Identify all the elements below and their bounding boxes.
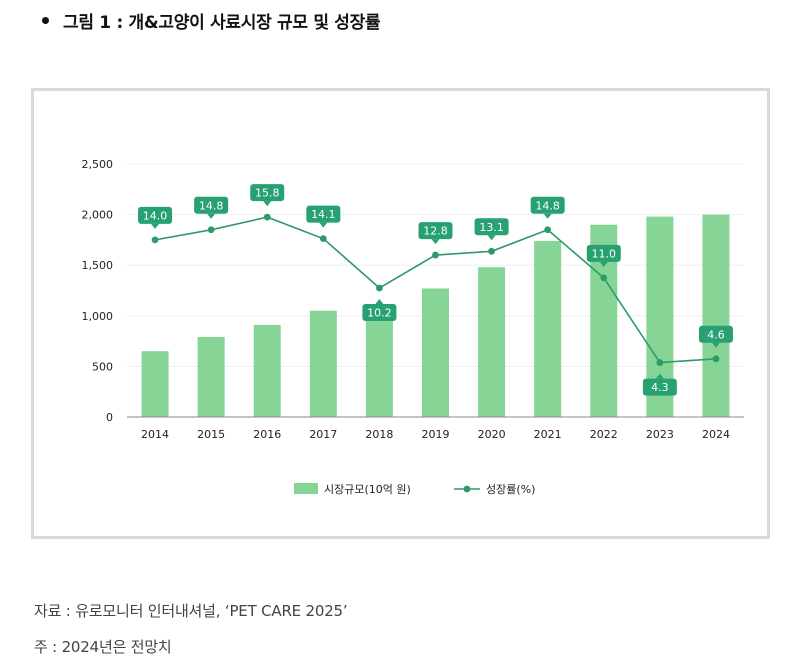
legend-line-marker <box>463 485 471 493</box>
growth-point <box>151 236 159 244</box>
x-tick-label: 2017 <box>309 428 337 441</box>
bar <box>422 288 449 417</box>
legend-label: 성장률(%) <box>486 483 535 496</box>
data-label-badge <box>194 196 229 214</box>
legend-label: 시장규모(10억 원) <box>324 483 411 496</box>
x-tick-label: 2021 <box>534 428 562 441</box>
data-label-pointer <box>487 235 496 241</box>
source-note: 자료 : 유로모니터 인터내셔널, ‘PET CARE 2025’ <box>34 602 348 620</box>
y-tick-label: 2,000 <box>82 209 114 222</box>
x-tick-label: 2023 <box>646 428 674 441</box>
data-label-badge <box>474 218 509 236</box>
growth-point <box>376 284 383 292</box>
y-tick-label: 1,000 <box>82 310 114 323</box>
bar <box>309 310 337 417</box>
data-label: 12.8 <box>423 225 448 238</box>
growth-point <box>544 226 552 234</box>
x-tick-label: 2019 <box>422 428 450 441</box>
growth-point <box>600 274 608 282</box>
x-tick-label: 2015 <box>197 428 225 441</box>
bullet-icon <box>42 16 49 24</box>
y-tick-label: 1,500 <box>82 259 114 272</box>
data-label-pointer <box>543 213 552 219</box>
bar <box>253 324 281 417</box>
bar <box>478 267 506 417</box>
data-label: 10.2 <box>367 306 392 319</box>
data-label-pointer <box>655 373 664 379</box>
data-label: 4.6 <box>707 328 725 341</box>
bar <box>534 240 562 417</box>
combo-chart: 0 500 1,000 1,500 2,000 2,500 2014 2015 2016 2017… <box>82 158 744 496</box>
data-label-badge <box>586 244 621 262</box>
growth-point <box>432 251 439 259</box>
x-tick-label: 2018 <box>365 428 393 441</box>
data-label-badge <box>362 303 397 321</box>
y-tick-label: 0 <box>106 411 113 424</box>
remark-note: 주 : 2024년은 전망치 <box>34 638 172 656</box>
data-label-badge <box>138 206 173 224</box>
growth-point <box>656 359 664 367</box>
y-tick-label: 2,500 <box>82 158 114 171</box>
bar <box>365 307 393 417</box>
figure-title: 그림 1 : 개&고양이 사료시장 규모 및 성장률 <box>63 12 381 33</box>
x-tick-label: 2020 <box>478 428 506 441</box>
figure-heading: 그림 1 : 개&고양이 사료시장 규모 및 성장률 <box>42 8 381 33</box>
data-label: 15.8 <box>255 187 280 200</box>
data-label-badge <box>530 196 565 214</box>
bar <box>702 214 730 417</box>
data-label: 14.0 <box>143 209 168 222</box>
data-label-pointer <box>319 222 328 228</box>
legend-bar-swatch <box>294 483 318 494</box>
data-label: 11.0 <box>592 247 617 260</box>
growth-point <box>319 235 327 243</box>
data-label: 14.8 <box>199 199 224 212</box>
data-label: 13.1 <box>479 221 504 234</box>
growth-point <box>207 226 215 234</box>
data-label-pointer <box>151 223 160 229</box>
growth-point <box>263 213 271 221</box>
growth-point <box>712 355 720 363</box>
y-tick-label: 500 <box>92 360 113 373</box>
data-label: 14.1 <box>311 208 336 221</box>
growth-point <box>488 247 495 255</box>
data-label-badge <box>250 184 285 202</box>
data-label-pointer <box>599 261 608 267</box>
data-label-pointer <box>711 342 720 348</box>
data-label-badge <box>418 222 453 240</box>
data-label-badge <box>306 205 341 223</box>
chart-frame: 0 500 1,000 1,500 2,000 2,500 2014 2015 2016 2017… <box>31 88 770 539</box>
data-label: 4.3 <box>651 381 669 394</box>
data-label: 14.8 <box>535 199 560 212</box>
x-tick-label: 2022 <box>590 428 618 441</box>
bar <box>141 351 169 417</box>
data-label-pointer <box>207 213 216 219</box>
data-label-pointer <box>375 298 384 304</box>
x-tick-label: 2016 <box>253 428 281 441</box>
x-tick-label: 2024 <box>702 428 730 441</box>
data-label-badge <box>698 325 733 343</box>
data-label-badge <box>642 378 677 396</box>
x-tick-label: 2014 <box>141 428 169 441</box>
data-label-pointer <box>263 201 272 207</box>
bar <box>197 337 225 417</box>
data-label-pointer <box>431 239 440 245</box>
